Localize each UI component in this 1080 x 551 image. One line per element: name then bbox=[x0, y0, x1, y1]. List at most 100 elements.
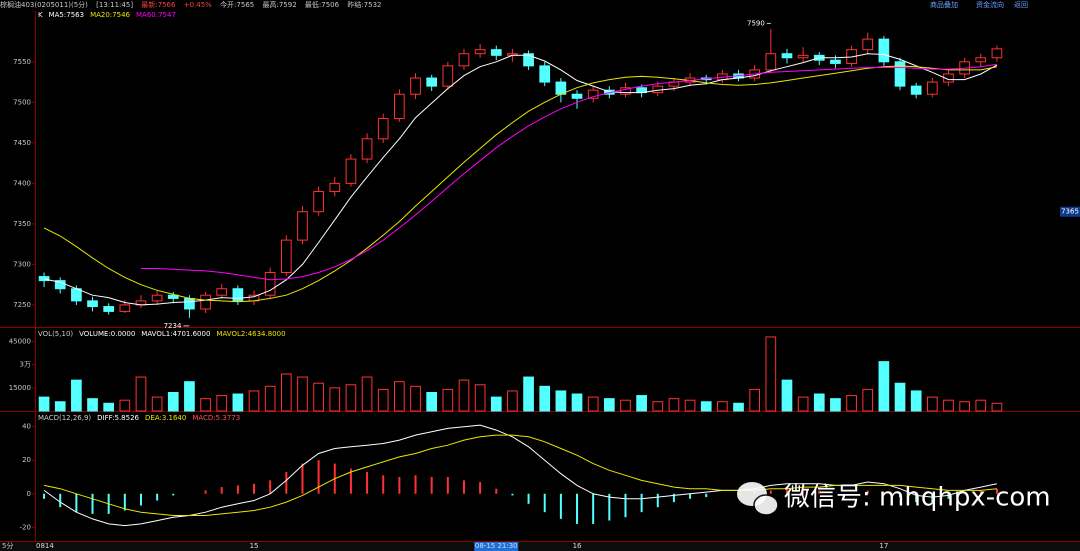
candle-body bbox=[410, 77, 421, 95]
volume-bar bbox=[733, 402, 744, 412]
open: 今开:7565 bbox=[220, 1, 255, 9]
button[interactable]: 返回 bbox=[1014, 1, 1028, 9]
candle-body bbox=[474, 49, 486, 55]
x-tick-label: 17 bbox=[879, 542, 888, 550]
header: 棕榈油403(0205011)(5分) [13:11:45] 最新:7566 +… bbox=[0, 0, 1080, 11]
candle-body bbox=[878, 38, 890, 63]
volume-bar bbox=[830, 398, 841, 412]
candle-body bbox=[151, 294, 163, 302]
candle-body bbox=[442, 65, 454, 87]
volume-bar bbox=[603, 398, 615, 412]
volume-bar bbox=[329, 387, 341, 412]
price-tag-label: 7365 bbox=[1061, 208, 1079, 216]
candle-body bbox=[119, 304, 131, 312]
volume-bar bbox=[587, 396, 599, 412]
x-tick-label: 0814 bbox=[36, 542, 54, 550]
candle-body bbox=[830, 59, 841, 64]
candle-body bbox=[975, 57, 987, 63]
volume-bar bbox=[442, 388, 454, 412]
volume-bar bbox=[361, 376, 373, 412]
volume-bar bbox=[71, 379, 82, 412]
candle-body bbox=[184, 297, 195, 310]
volume-bar bbox=[135, 376, 147, 412]
candle-body bbox=[345, 158, 357, 184]
line-series bbox=[43, 65, 997, 303]
line-series bbox=[141, 63, 997, 281]
volume-bar bbox=[700, 401, 712, 412]
volume-bar bbox=[991, 402, 1003, 412]
candle-body bbox=[216, 288, 228, 296]
y-tick-label: 20 bbox=[22, 456, 31, 464]
volume-bar bbox=[878, 361, 890, 412]
volume-bar bbox=[636, 395, 647, 412]
background bbox=[0, 11, 1080, 541]
volume-bar bbox=[765, 336, 777, 412]
candle-body bbox=[797, 54, 809, 59]
candle-body bbox=[426, 77, 438, 87]
y-tick-label: 7350 bbox=[13, 220, 31, 228]
candle-body bbox=[377, 118, 389, 140]
y-tick-label: 7250 bbox=[13, 301, 31, 309]
volume-bar bbox=[620, 399, 631, 412]
candle-body bbox=[539, 65, 551, 83]
volume-bar bbox=[297, 376, 308, 412]
volume-bar bbox=[797, 396, 809, 412]
button[interactable]: 资金流向 bbox=[976, 1, 1004, 9]
candle-body bbox=[620, 87, 631, 95]
volume-bar bbox=[523, 376, 534, 412]
volume-bar bbox=[668, 398, 680, 412]
volume-bar bbox=[894, 382, 906, 412]
candle-body bbox=[167, 294, 179, 299]
volume-bar bbox=[539, 385, 551, 412]
legend-label: MACD:5.3773 bbox=[192, 414, 240, 422]
y-tick-label: 7450 bbox=[13, 139, 31, 147]
button[interactable]: 商品叠加 bbox=[930, 1, 958, 9]
volume-bar bbox=[507, 390, 518, 412]
high: 最高:7592 bbox=[262, 1, 297, 9]
volume-bar bbox=[943, 399, 954, 412]
volume-bar bbox=[264, 385, 276, 412]
candle-body bbox=[87, 300, 98, 308]
y-tick-label: 7300 bbox=[13, 260, 31, 268]
volume-bar bbox=[652, 401, 664, 412]
legend-label: MACD(12,26,9) bbox=[38, 414, 91, 422]
watermark-icon bbox=[737, 482, 779, 516]
candle-body bbox=[200, 294, 211, 310]
prev-settle: 昨结:7532 bbox=[347, 1, 382, 9]
y-tick-label: 45000 bbox=[9, 338, 31, 346]
volume-bar bbox=[717, 401, 728, 412]
high-annotation: 7590 bbox=[747, 19, 765, 27]
change: +0.45% bbox=[183, 1, 212, 9]
volume-bar bbox=[926, 396, 938, 412]
volume-bar bbox=[490, 396, 502, 412]
low-annotation: 7234 bbox=[164, 322, 182, 330]
volume-bar bbox=[345, 384, 357, 412]
volume-bar bbox=[749, 388, 761, 412]
line-series bbox=[44, 53, 998, 306]
y-tick-label: 0 bbox=[27, 490, 31, 498]
candle-body bbox=[910, 85, 922, 95]
candle-body bbox=[943, 73, 954, 83]
volume-bar bbox=[248, 390, 260, 412]
y-tick-label: -20 bbox=[20, 523, 31, 531]
volume-bar bbox=[103, 402, 115, 412]
y-tick-label: 40 bbox=[22, 423, 31, 431]
legend-label: MA60:7547 bbox=[136, 11, 176, 19]
y-tick-label: 7550 bbox=[13, 58, 31, 66]
legend-label: DIFF:5.8526 bbox=[97, 414, 139, 422]
volume-bar bbox=[862, 388, 874, 412]
y-tick-label: 7400 bbox=[13, 179, 31, 187]
candle-body bbox=[361, 138, 373, 160]
volume-bar bbox=[684, 399, 696, 412]
volume-bar bbox=[394, 381, 405, 412]
candle-body bbox=[781, 53, 793, 59]
x-tick-label: 08-15 21:30 bbox=[475, 542, 518, 550]
candle-body bbox=[765, 53, 777, 71]
volume-bar bbox=[426, 391, 438, 412]
candle-body bbox=[587, 89, 599, 99]
candle-body bbox=[991, 48, 1003, 59]
volume-bar bbox=[410, 385, 421, 412]
candle-body bbox=[862, 38, 874, 51]
